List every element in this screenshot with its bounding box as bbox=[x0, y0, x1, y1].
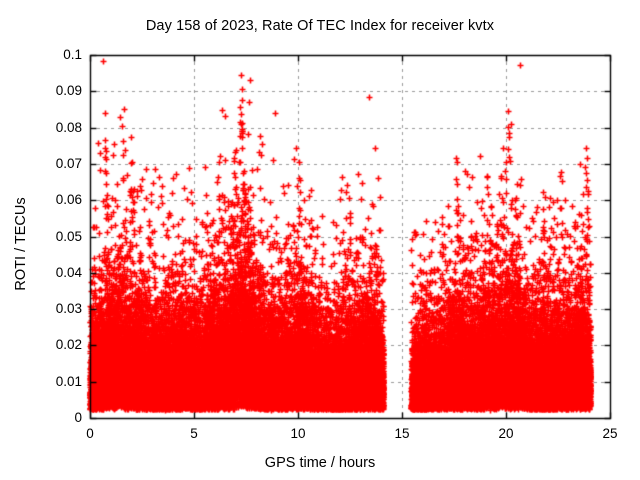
x-tick-label: 20 bbox=[498, 426, 514, 441]
y-tick-label: 0.01 bbox=[55, 373, 82, 389]
chart-title: Day 158 of 2023, Rate Of TEC Index for r… bbox=[145, 18, 495, 34]
y-tick-label: 0.02 bbox=[55, 337, 82, 353]
x-tick-label: 25 bbox=[602, 426, 618, 441]
y-tick-label: 0.08 bbox=[55, 119, 82, 135]
x-tick-label: 0 bbox=[86, 426, 94, 441]
x-axis-label: GPS time / hours bbox=[264, 455, 376, 471]
y-tick-label: 0.06 bbox=[55, 192, 82, 208]
y-tick-label: 0.03 bbox=[55, 301, 82, 317]
x-tick-label: 5 bbox=[190, 426, 198, 441]
y-tick-label: 0.04 bbox=[55, 264, 82, 280]
y-tick-label: 0.05 bbox=[55, 228, 82, 244]
x-tick-label: 15 bbox=[394, 426, 410, 441]
y-tick-label: 0.1 bbox=[63, 47, 82, 62]
y-tick-label: 0 bbox=[74, 410, 82, 425]
y-tick-label: 0.07 bbox=[55, 155, 82, 171]
y-tick-label: 0.09 bbox=[55, 83, 82, 99]
x-tick-label: 10 bbox=[290, 426, 306, 441]
